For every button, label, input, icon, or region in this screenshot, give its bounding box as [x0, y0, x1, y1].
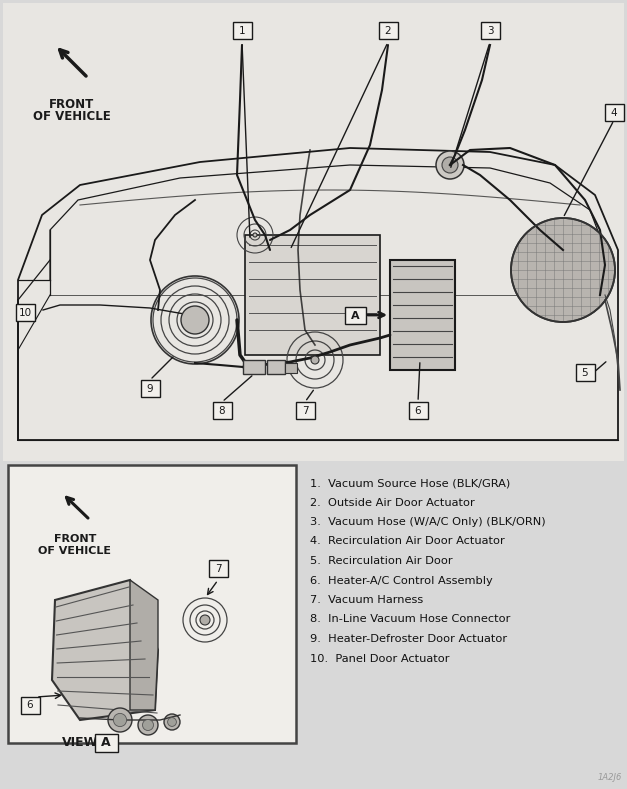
Circle shape	[181, 306, 209, 334]
Text: 6: 6	[414, 406, 421, 416]
Text: 10: 10	[18, 308, 31, 317]
Text: OF VEHICLE: OF VEHICLE	[38, 546, 112, 556]
Polygon shape	[130, 580, 158, 710]
Text: 6: 6	[27, 701, 33, 711]
Text: 2: 2	[385, 25, 391, 36]
FancyBboxPatch shape	[295, 402, 315, 418]
Circle shape	[138, 715, 158, 735]
FancyBboxPatch shape	[213, 402, 231, 418]
Circle shape	[253, 233, 257, 237]
Text: 10.  Panel Door Actuator: 10. Panel Door Actuator	[310, 653, 450, 664]
FancyBboxPatch shape	[409, 402, 428, 418]
Text: OF VEHICLE: OF VEHICLE	[33, 110, 111, 123]
Bar	[390, 260, 455, 370]
FancyBboxPatch shape	[21, 697, 40, 713]
Circle shape	[311, 356, 319, 364]
Bar	[267, 360, 285, 374]
Circle shape	[113, 713, 127, 727]
Text: 1: 1	[239, 25, 245, 36]
FancyBboxPatch shape	[480, 21, 500, 39]
Circle shape	[108, 708, 132, 732]
FancyBboxPatch shape	[95, 734, 117, 751]
FancyBboxPatch shape	[209, 559, 228, 577]
Bar	[3, 3, 624, 461]
Bar	[243, 360, 265, 374]
Circle shape	[142, 720, 154, 731]
Text: A: A	[350, 311, 359, 320]
Text: 4: 4	[611, 107, 618, 118]
FancyBboxPatch shape	[379, 21, 398, 39]
Circle shape	[167, 718, 176, 727]
Text: 6.  Heater-A/C Control Assembly: 6. Heater-A/C Control Assembly	[310, 575, 493, 585]
FancyBboxPatch shape	[604, 103, 623, 121]
Text: 1A2J6: 1A2J6	[598, 773, 622, 782]
Text: 5: 5	[582, 368, 588, 377]
Text: 8.  In-Line Vacuum Hose Connector: 8. In-Line Vacuum Hose Connector	[310, 615, 510, 625]
Text: 1.  Vacuum Source Hose (BLK/GRA): 1. Vacuum Source Hose (BLK/GRA)	[310, 478, 510, 488]
Text: 3.  Vacuum Hose (W/A/C Only) (BLK/ORN): 3. Vacuum Hose (W/A/C Only) (BLK/ORN)	[310, 517, 545, 527]
Text: FRONT: FRONT	[50, 98, 95, 111]
Text: 2.  Outside Air Door Actuator: 2. Outside Air Door Actuator	[310, 498, 475, 507]
FancyBboxPatch shape	[140, 380, 159, 397]
FancyBboxPatch shape	[344, 306, 366, 323]
Text: 3: 3	[487, 25, 493, 36]
FancyBboxPatch shape	[576, 364, 594, 380]
Bar	[285, 363, 297, 373]
Circle shape	[442, 157, 458, 173]
Text: 7.  Vacuum Harness: 7. Vacuum Harness	[310, 595, 423, 605]
Bar	[245, 235, 380, 355]
Circle shape	[511, 218, 615, 322]
Circle shape	[200, 615, 210, 625]
Text: 7: 7	[302, 406, 308, 416]
Text: FRONT: FRONT	[54, 534, 96, 544]
Circle shape	[436, 151, 464, 179]
Circle shape	[164, 714, 180, 730]
Text: VIEW: VIEW	[62, 735, 98, 749]
Text: 8: 8	[219, 406, 225, 416]
Bar	[8, 465, 296, 743]
Text: 9.  Heater-Defroster Door Actuator: 9. Heater-Defroster Door Actuator	[310, 634, 507, 644]
FancyBboxPatch shape	[233, 21, 251, 39]
Text: A: A	[101, 736, 111, 749]
Text: 4.  Recirculation Air Door Actuator: 4. Recirculation Air Door Actuator	[310, 537, 505, 547]
FancyBboxPatch shape	[16, 304, 34, 320]
Polygon shape	[52, 580, 158, 720]
Text: 5.  Recirculation Air Door: 5. Recirculation Air Door	[310, 556, 453, 566]
Text: 9: 9	[147, 383, 154, 394]
Text: 7: 7	[214, 563, 221, 574]
